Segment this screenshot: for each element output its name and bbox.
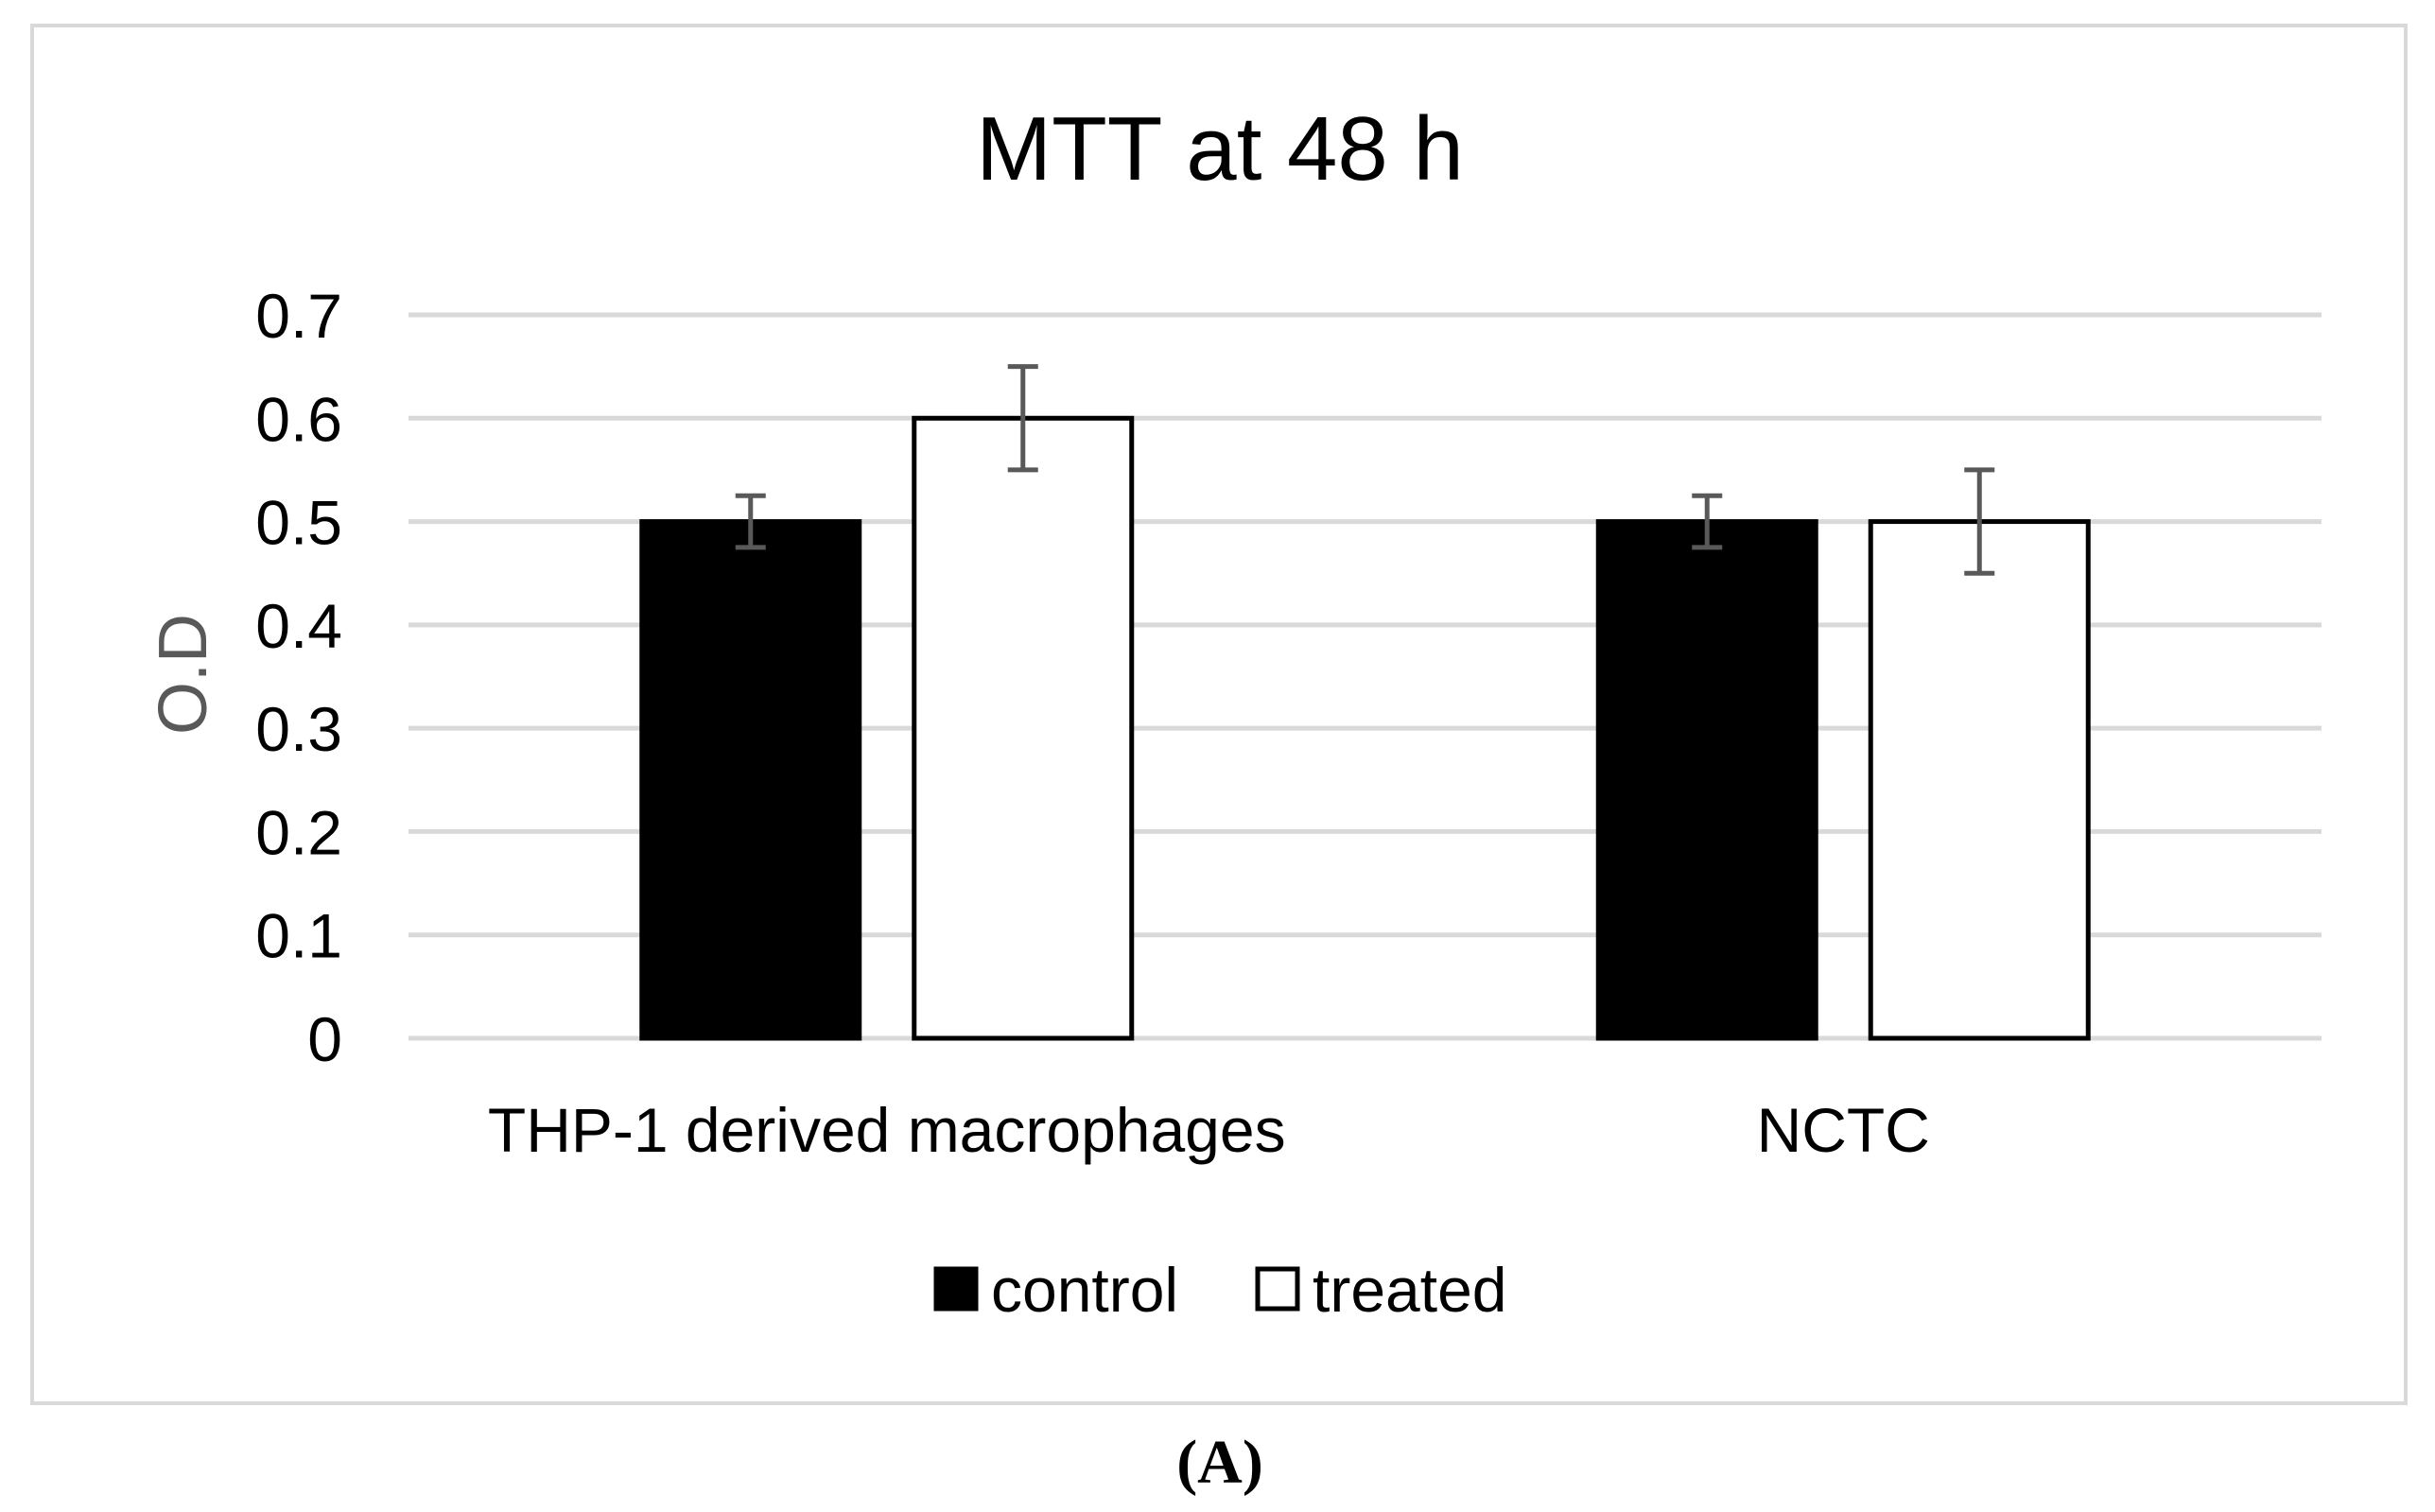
legend-swatch: [1255, 1266, 1300, 1312]
x-category-label: THP-1 derived macrophages: [488, 1095, 1286, 1165]
error-bar-treated: [1007, 364, 1038, 473]
x-category-labels: THP-1 derived macrophages NCTC: [488, 1095, 1930, 1165]
legend: control treated: [933, 1255, 1506, 1325]
panel-label: (A): [1176, 1428, 1263, 1497]
bar-control: [1595, 519, 1818, 1041]
y-ticks: 0 0.1 0.2 0.3 0.4 0.5 0.6 0.7: [255, 281, 342, 1074]
y-tick-label: 0.2: [255, 797, 342, 867]
bar-treated: [1868, 519, 2091, 1041]
y-tick-label: 0.6: [255, 384, 342, 454]
error-bar-control: [735, 493, 766, 550]
bar-treated: [912, 415, 1135, 1041]
legend-item-treated: treated: [1255, 1255, 1506, 1325]
y-tick-label: 0: [307, 1004, 342, 1074]
legend-label: treated: [1313, 1255, 1506, 1325]
y-tick-label: 0.4: [255, 591, 342, 661]
chart-title: MTT at 48 h: [976, 98, 1464, 200]
legend-swatch: [933, 1266, 979, 1312]
error-bar-treated: [1964, 467, 1995, 576]
y-tick-label: 0.5: [255, 488, 342, 558]
y-axis-label: O.D: [146, 614, 221, 735]
error-bar-control: [1692, 493, 1723, 550]
error-bars: [735, 364, 1995, 576]
legend-label: control: [991, 1255, 1178, 1325]
y-tick-label: 0.7: [255, 281, 342, 351]
x-category-label: NCTC: [1757, 1095, 1930, 1165]
bar-control: [639, 519, 862, 1041]
plot-area: 0 0.1 0.2 0.3 0.4 0.5 0.6 0.7 THP-1 derived mac…: [255, 281, 2322, 1165]
y-tick-label: 0.3: [255, 694, 342, 764]
bars: [639, 415, 2091, 1041]
legend-item-control: control: [933, 1255, 1178, 1325]
y-tick-label: 0.1: [255, 901, 342, 971]
